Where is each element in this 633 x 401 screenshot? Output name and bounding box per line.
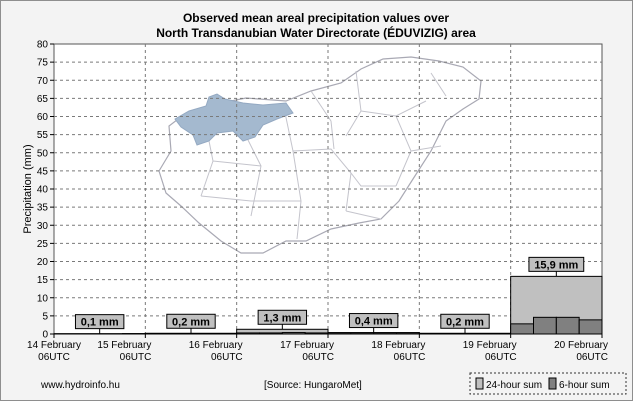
y-tick-label: 0: [42, 330, 48, 341]
data-label: 0,1 mm: [81, 317, 119, 329]
hungary-map-inset: [158, 56, 482, 254]
bar-6h: [236, 332, 261, 335]
country-outline: [158, 56, 482, 254]
x-tick-time-label: 06UTC: [211, 352, 243, 363]
y-tick-label: 40: [37, 185, 49, 196]
x-tick-time-label: 06UTC: [485, 352, 517, 363]
data-label: 15,9 mm: [534, 259, 578, 271]
y-tick-label: 70: [37, 76, 49, 87]
bar-6h: [281, 332, 306, 335]
x-tick-day-label: 16 February: [189, 340, 243, 351]
x-tick-day-label: 14 February: [27, 340, 81, 351]
x-tick-time-label: 06UTC: [302, 352, 334, 363]
x-tick-time-label: 06UTC: [394, 352, 426, 363]
eduvizig-area: [174, 93, 294, 146]
legend-swatch-6h: [548, 377, 557, 390]
x-tick-day-label: 20 February: [554, 340, 608, 351]
y-tick-label: 5: [42, 311, 48, 322]
y-tick-label: 80: [37, 40, 49, 51]
x-tick-day-label: 18 February: [371, 340, 425, 351]
x-tick-time-label: 06UTC: [38, 352, 70, 363]
chart-title-line-2: North Transdanubian Water Directorate (É…: [156, 25, 476, 40]
website-text: www.hydroinfo.hu: [40, 380, 120, 391]
legend-label-6h: 6-hour sum: [559, 380, 610, 391]
y-tick-label: 25: [37, 239, 49, 250]
legend: 24-hour sum 6-hour sum: [469, 372, 627, 395]
x-tick-time-label: 06UTC: [576, 352, 608, 363]
chart-title-line-1: Observed mean areal precipitation values…: [183, 11, 449, 25]
data-label: 0,2 mm: [172, 316, 210, 328]
legend-box: [469, 372, 627, 395]
source-text: [Source: HungaroMet]: [264, 380, 362, 391]
legend-label-24h: 24-hour sum: [486, 380, 542, 391]
x-tick-day-label: 17 February: [280, 340, 334, 351]
bar-6h: [578, 319, 603, 335]
data-label: 1,3 mm: [263, 312, 301, 324]
y-tick-label: 20: [37, 257, 49, 268]
bar-6h: [304, 332, 329, 335]
bar-6h: [510, 323, 534, 335]
data-labels: 0,1 mm 0,2 mm 1,3 mm 0,4 mm 0,2 mm 15,9 mm: [74, 256, 585, 334]
y-tick-label: 65: [37, 94, 49, 105]
data-label: 0,2 mm: [446, 316, 484, 328]
bar-6h: [555, 316, 580, 335]
legend-swatch-24h: [475, 377, 484, 390]
y-tick-label: 30: [37, 221, 49, 232]
y-tick-label: 15: [37, 275, 49, 286]
x-tick-day-label: 19 February: [463, 340, 517, 351]
data-label: 0,4 mm: [355, 316, 393, 328]
y-tick-label: 55: [37, 130, 49, 141]
y-tick-label: 75: [37, 58, 49, 69]
x-tick-time-label: 06UTC: [120, 352, 152, 363]
y-tick-label: 35: [37, 203, 49, 214]
bar-6h: [259, 332, 283, 335]
y-axis: 0 5 10 15 20 25 30 35 40 45 50 55 60 65 70 75 80: [37, 40, 54, 341]
bar-6h: [533, 316, 557, 335]
y-axis-label: Precipitation (mm): [22, 144, 34, 233]
x-tick-day-label: 15 February: [97, 340, 151, 351]
y-tick-label: 45: [37, 166, 49, 177]
y-tick-label: 10: [37, 293, 49, 304]
y-tick-label: 50: [37, 148, 49, 159]
y-tick-label: 60: [37, 112, 49, 123]
